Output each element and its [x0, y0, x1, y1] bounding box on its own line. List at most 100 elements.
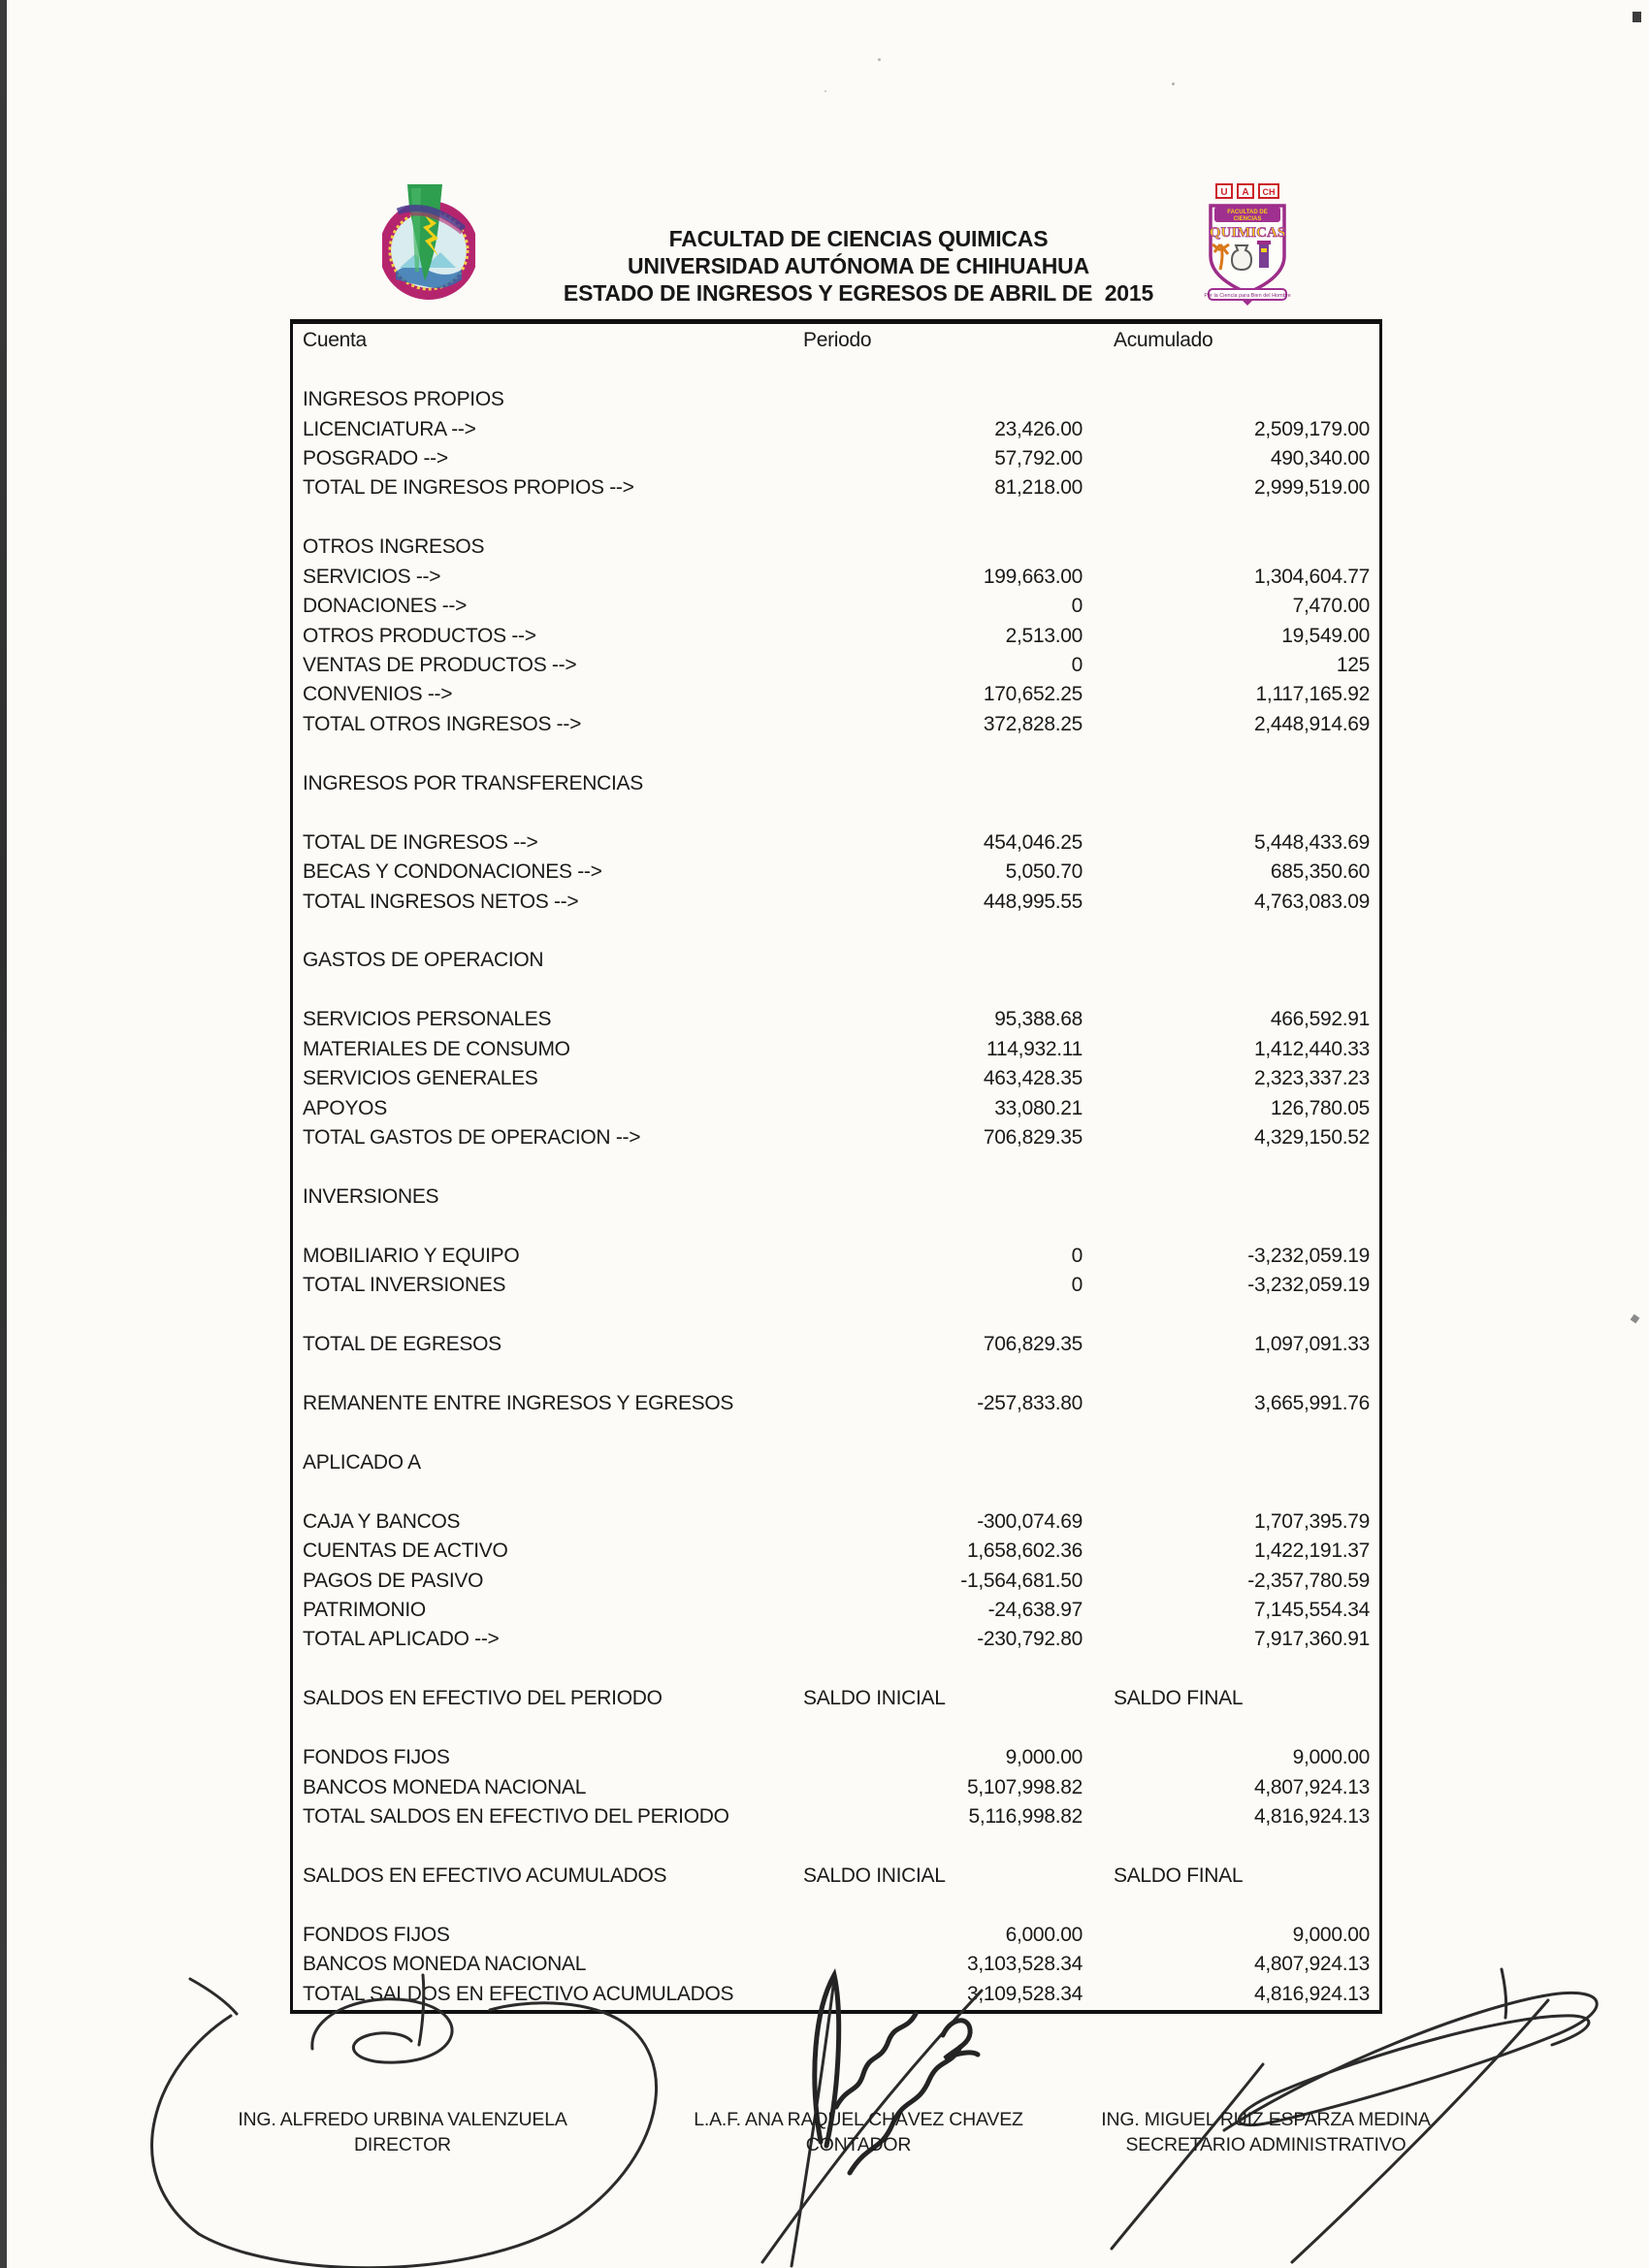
cell-cuenta: TOTAL OTROS INGRESOS --> [303, 712, 582, 735]
signature-stroke-secretario [1500, 1967, 1508, 2020]
blank-row [293, 798, 1379, 827]
scan-edge-mark [1630, 1313, 1640, 1324]
cell-cuenta: MATERIALES DE CONSUMO [303, 1037, 570, 1060]
section-row: OTROS INGRESOS [293, 533, 1379, 562]
svg-text:FACULTAD DE: FACULTAD DE [1227, 210, 1267, 215]
cell-cuenta: SALDOS EN EFECTIVO ACUMULADOS [303, 1863, 667, 1887]
motto-text: Por la Ciencia para Bien del Hombre [1204, 293, 1290, 299]
cell-acumulado: 4,807,924.13 [1253, 1775, 1370, 1798]
cell-periodo: 706,829.35 [983, 1333, 1083, 1356]
cell-acumulado: 4,763,083.09 [1253, 890, 1370, 913]
cell-cuenta: CUENTAS DE ACTIVO [303, 1539, 508, 1563]
cell-cuenta: CONVENIOS --> [303, 683, 453, 706]
signature-stroke-contador [940, 2018, 981, 2061]
cell-cuenta: SERVICIOS GENERALES [303, 1067, 538, 1090]
table-row: OTROS PRODUCTOS --> 2,513.00 19,549.00 [293, 621, 1379, 650]
cell-cuenta: TOTAL APLICADO --> [303, 1628, 500, 1651]
table-row: PAGOS DE PASIVO -1,564,681.50 -2,357,780.5… [293, 1566, 1379, 1595]
cell-periodo: 0 [1071, 1274, 1083, 1297]
table-row: TOTAL DE INGRESOS --> 454,046.25 5,448,433… [293, 827, 1379, 857]
cell-periodo: 23,426.00 [994, 417, 1083, 440]
section-row: INGRESOS PROPIOS [293, 385, 1379, 414]
cell-acumulado: 9,000.00 [1292, 1923, 1371, 1946]
cell-periodo: SALDO INICIAL [803, 1687, 946, 1710]
cell-cuenta: APOYOS [303, 1096, 387, 1119]
cell-acumulado: 2,323,337.23 [1253, 1067, 1370, 1090]
cell-periodo: 372,828.25 [983, 712, 1083, 735]
cell-cuenta: INGRESOS PROPIOS [303, 388, 504, 411]
cell-acumulado: 7,917,360.91 [1253, 1628, 1370, 1651]
cell-periodo: 1,658,602.36 [966, 1539, 1083, 1563]
cell-periodo: 3,103,528.34 [966, 1953, 1083, 1976]
cell-periodo: 6,000.00 [1005, 1923, 1083, 1946]
cell-acumulado: 19,549.00 [1281, 624, 1370, 647]
cell-acumulado: -3,232,059.19 [1247, 1274, 1370, 1297]
blank-row [293, 1891, 1379, 1920]
scan-speck [878, 58, 881, 61]
cell-periodo: -24,638.97 [987, 1599, 1083, 1622]
blank-row [293, 1655, 1379, 1684]
cell-periodo: 3,109,528.34 [966, 1982, 1083, 2005]
table-row: FONDOS FIJOS 6,000.00 9,000.00 [293, 1921, 1379, 1950]
signatory-name: ING. ALFREDO URBINA VALENZUELA [238, 2109, 567, 2130]
signature-stroke-director [188, 1977, 239, 2016]
table-row: TOTAL SALDOS EN EFECTIVO ACUMULADOS 3,109… [293, 1980, 1379, 2009]
table-row: FONDOS FIJOS 9,000.00 9,000.00 [293, 1743, 1379, 1772]
cell-cuenta: APLICADO A [303, 1450, 421, 1474]
subheader-row: SALDOS EN EFECTIVO ACUMULADOS SALDO INICI… [293, 1862, 1379, 1891]
table-row: SERVICIOS PERSONALES 95,388.68 466,592.91 [293, 1005, 1379, 1034]
cell-acumulado: SALDO FINAL [1114, 1687, 1244, 1710]
cell-cuenta: BANCOS MONEDA NACIONAL [303, 1953, 587, 1976]
cell-acumulado: 4,329,150.52 [1253, 1126, 1370, 1150]
table-row: PATRIMONIO -24,638.97 7,145,554.34 [293, 1596, 1379, 1625]
cell-cuenta: VENTAS DE PRODUCTOS --> [303, 654, 577, 677]
cell-acumulado: 466,592.91 [1270, 1008, 1370, 1031]
cell-periodo: 33,080.21 [994, 1096, 1083, 1119]
blank-row [293, 1152, 1379, 1182]
cell-periodo: 0 [1071, 1244, 1083, 1267]
cell-acumulado: 3,665,991.76 [1253, 1391, 1370, 1414]
cell-acumulado: 1,097,091.33 [1253, 1333, 1370, 1356]
cell-cuenta: PATRIMONIO [303, 1599, 426, 1622]
cell-cuenta: LICENCIATURA --> [303, 417, 476, 440]
cell-acumulado: 490,340.00 [1270, 446, 1370, 470]
signatory-title: CONTADOR [805, 2134, 912, 2155]
cell-cuenta: DONACIONES --> [303, 595, 468, 618]
org-faculty-title: FACULTAD DE CIENCIAS QUIMICAS [668, 226, 1049, 251]
cell-cuenta: BANCOS MONEDA NACIONAL [303, 1775, 587, 1798]
cell-cuenta: INGRESOS POR TRANSFERENCIAS [303, 771, 643, 794]
table-header-row: Cuenta Periodo Acumulado [293, 326, 1379, 355]
table-row: BANCOS MONEDA NACIONAL 5,107,998.82 4,807,… [293, 1772, 1379, 1801]
cell-periodo: 2,513.00 [1005, 624, 1083, 647]
cell-cuenta: INVERSIONES [303, 1184, 439, 1208]
cell-acumulado: 2,448,914.69 [1253, 712, 1370, 735]
table-row: TOTAL DE EGRESOS 706,829.35 1,097,091.33 [293, 1330, 1379, 1359]
cell-cuenta: TOTAL SALDOS EN EFECTIVO DEL PERIODO [303, 1805, 729, 1829]
cell-periodo: 9,000.00 [1005, 1746, 1083, 1769]
table-row: SERVICIOS GENERALES 463,428.35 2,323,337.2… [293, 1064, 1379, 1093]
uach-blocks-icon: U A CH [1215, 183, 1279, 199]
cell-cuenta: TOTAL DE INGRESOS PROPIOS --> [303, 476, 634, 500]
table-row: DONACIONES --> 0 7,470.00 [293, 592, 1379, 621]
cell-cuenta: FONDOS FIJOS [303, 1746, 450, 1769]
cell-acumulado: 1,304,604.77 [1253, 565, 1370, 588]
table-row: BECAS Y CONDONACIONES --> 5,050.70 685,350… [293, 858, 1379, 887]
table-row: SERVICIOS --> 199,663.00 1,304,604.77 [293, 563, 1379, 592]
table-row: TOTAL INGRESOS NETOS --> 448,995.55 4,763,… [293, 887, 1379, 916]
flask-icon [1257, 241, 1271, 268]
scan-corner-artifact [1633, 12, 1641, 22]
uach-seal-logo [382, 184, 475, 300]
cell-periodo: 463,428.35 [983, 1067, 1083, 1090]
cell-periodo: 5,107,998.82 [966, 1775, 1083, 1798]
scan-edge-artifact [0, 0, 7, 2268]
blank-row [293, 1831, 1379, 1861]
section-row: INGRESOS POR TRANSFERENCIAS [293, 769, 1379, 798]
cell-cuenta: SERVICIOS --> [303, 565, 441, 588]
cell-acumulado: 1,422,191.37 [1253, 1539, 1370, 1563]
table-row: TOTAL APLICADO --> -230,792.80 7,917,360.9… [293, 1625, 1379, 1654]
blank-row [293, 1212, 1379, 1241]
svg-text:QUIMICAS: QUIMICAS [1210, 225, 1285, 241]
signatory-title: SECRETARIO ADMINISTRATIVO [1125, 2134, 1406, 2155]
table-row: TOTAL SALDOS EN EFECTIVO DEL PERIODO 5,11… [293, 1802, 1379, 1831]
